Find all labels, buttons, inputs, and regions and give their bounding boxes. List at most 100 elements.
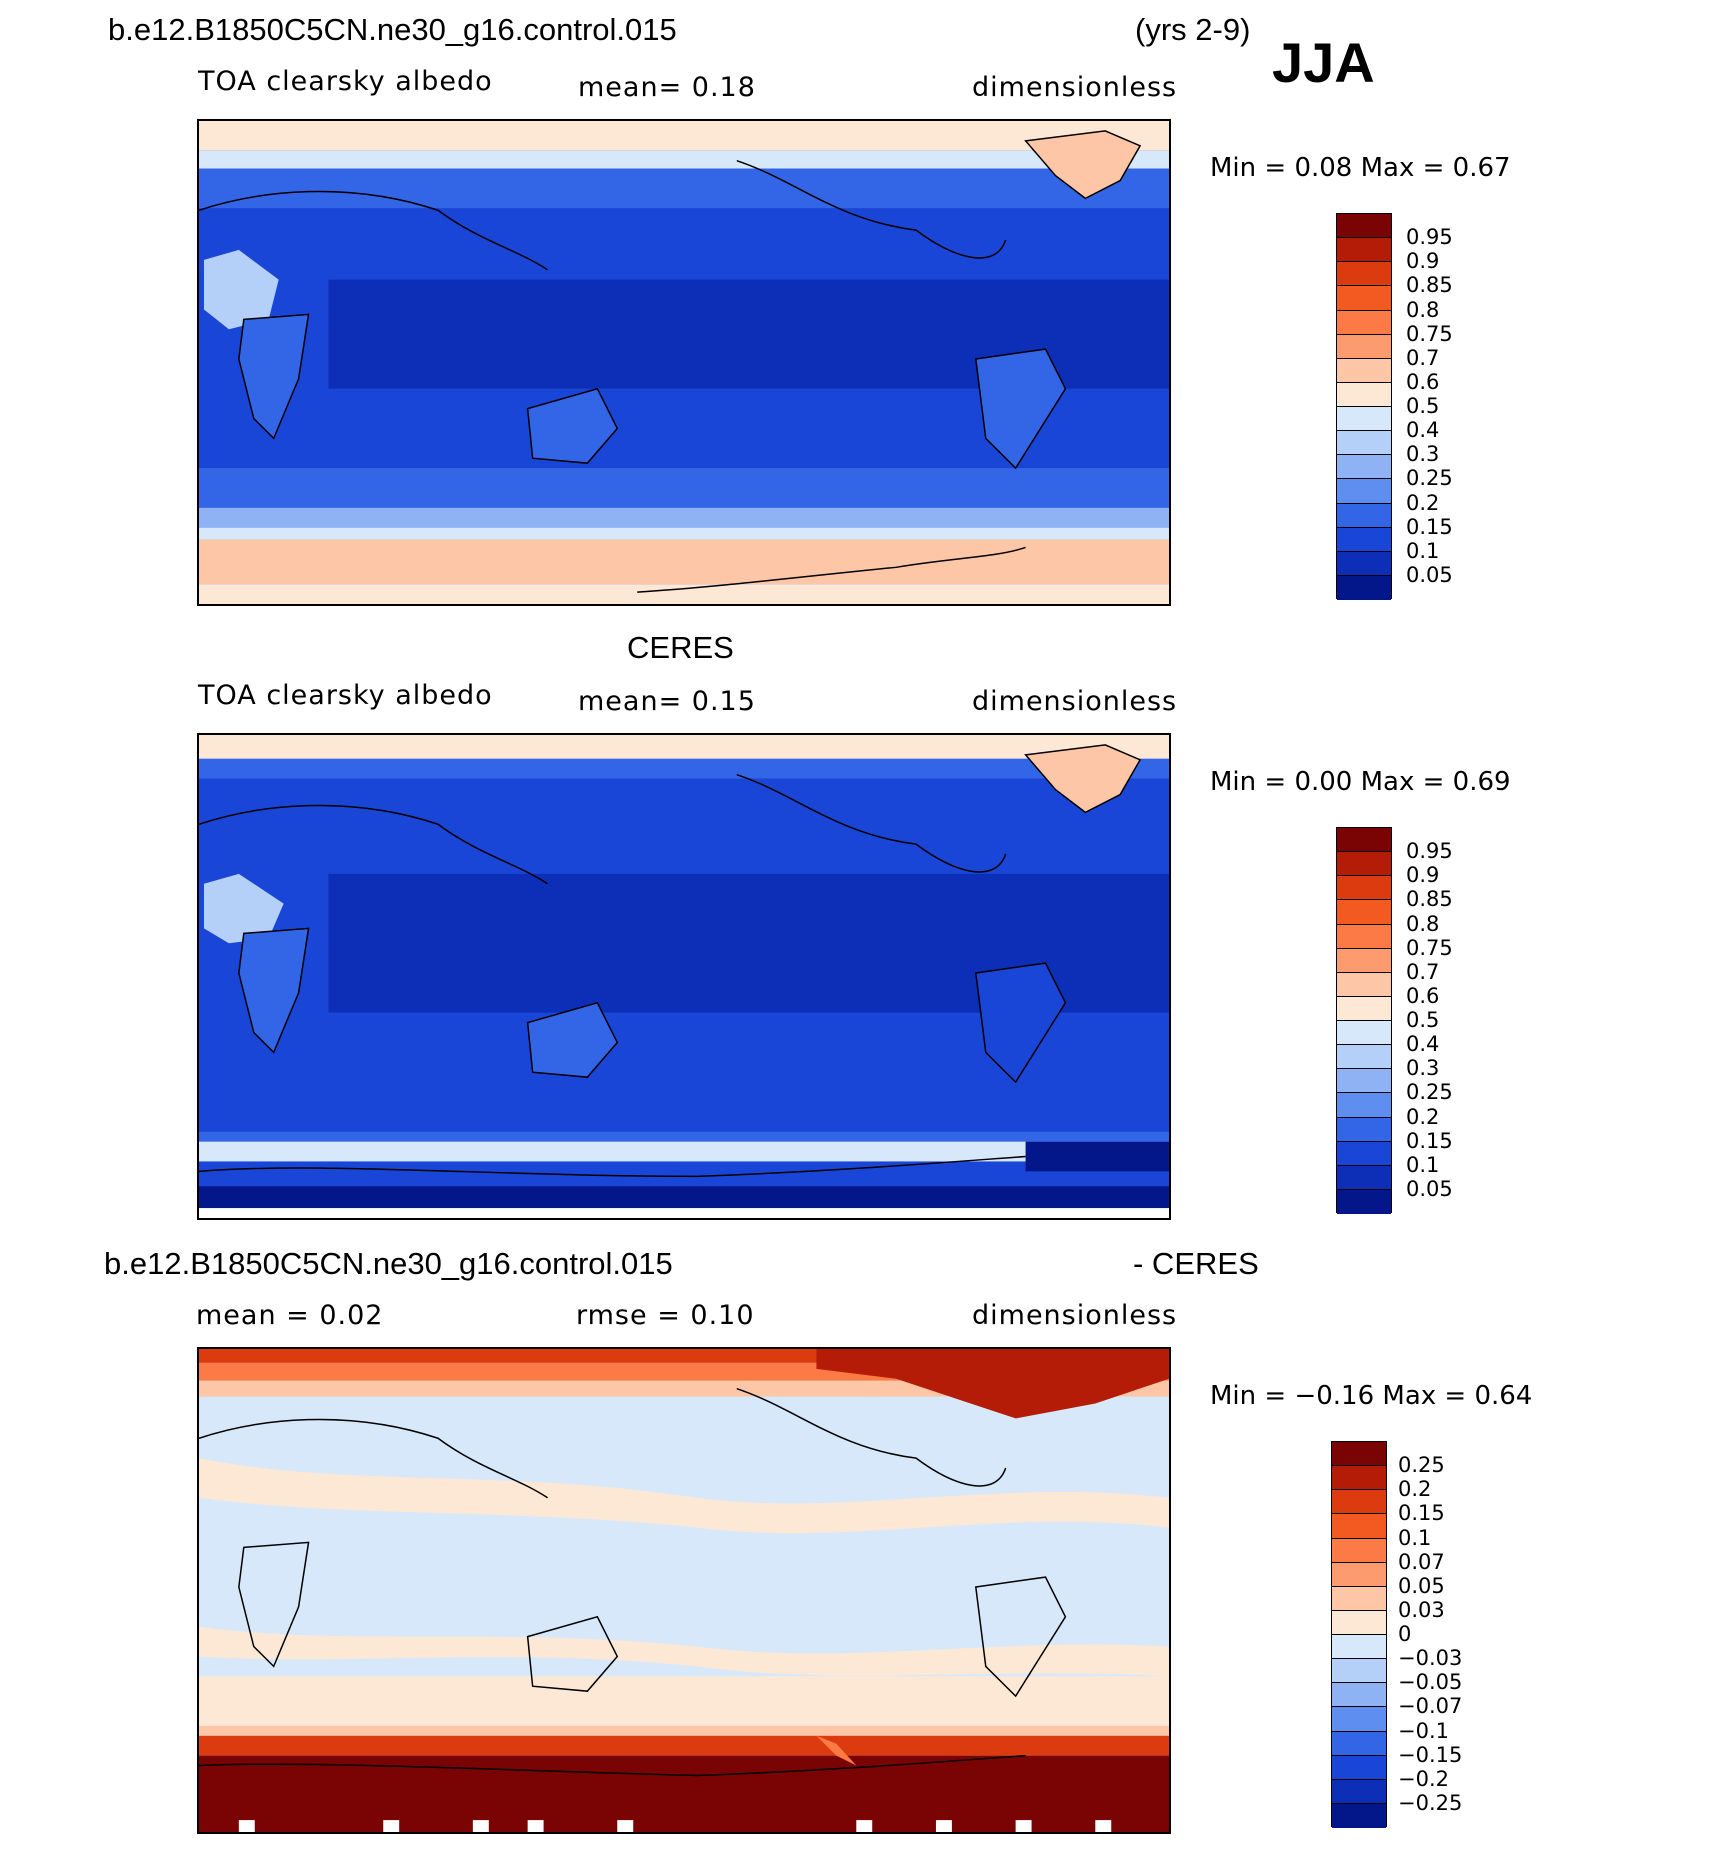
- colorbar-label: 0.85: [1406, 887, 1453, 912]
- colorbar-label: 0.7: [1406, 345, 1440, 370]
- colorbar-swatch: [1337, 852, 1391, 877]
- colorbar-label: 0.1: [1406, 538, 1440, 563]
- colorbar-label: 0.05: [1406, 1176, 1453, 1201]
- colorbar-swatch: [1332, 1490, 1386, 1515]
- colorbar-swatch: [1337, 828, 1391, 853]
- colorbar-swatch: [1337, 455, 1391, 480]
- colorbar-swatch: [1337, 479, 1391, 504]
- colorbar-label: 0.9: [1406, 863, 1440, 888]
- colorbar-swatch: [1332, 1803, 1386, 1828]
- panel3-units: dimensionless: [972, 1300, 1178, 1331]
- colorbar-swatch: [1337, 948, 1391, 973]
- colorbar-swatch: [1337, 1117, 1391, 1142]
- colorbar-label: 0.8: [1406, 297, 1440, 322]
- colorbar-label: −0.03: [1398, 1646, 1463, 1671]
- colorbar-swatch: [1337, 551, 1391, 576]
- panel2-field: [199, 735, 1169, 1218]
- colorbar-swatch: [1337, 214, 1391, 239]
- colorbar-swatch: [1332, 1562, 1386, 1587]
- colorbar-swatch: [1337, 1021, 1391, 1046]
- colorbar-swatch: [1337, 286, 1391, 311]
- panel2-units: dimensionless: [972, 686, 1178, 717]
- colorbar-swatch: [1337, 527, 1391, 552]
- colorbar-swatch: [1332, 1731, 1386, 1756]
- colorbar-label: 0.7: [1406, 959, 1440, 984]
- panel1-mean: mean= 0.18: [578, 72, 756, 103]
- colorbar-swatch: [1332, 1586, 1386, 1611]
- colorbar-label: 0.4: [1406, 418, 1440, 443]
- colorbar-label: 0.15: [1398, 1501, 1445, 1526]
- colorbar-swatch: [1332, 1442, 1386, 1467]
- panel2-mean: mean= 0.15: [578, 686, 756, 717]
- colorbar-swatch: [1332, 1659, 1386, 1684]
- panel3-map: [197, 1347, 1171, 1834]
- colorbar-label: 0.3: [1406, 1056, 1440, 1081]
- case-title: b.e12.B1850C5CN.ne30_g16.control.015: [108, 12, 677, 47]
- colorbar-label: 0: [1398, 1622, 1412, 1646]
- colorbar-swatch: [1337, 1189, 1391, 1214]
- colorbar-label: 0.75: [1406, 321, 1453, 346]
- colorbar-swatch: [1337, 238, 1391, 263]
- panel3-field: [199, 1349, 1169, 1832]
- colorbar-swatch: [1337, 358, 1391, 383]
- colorbar-label: 0.05: [1398, 1573, 1445, 1598]
- colorbar-label: 0.07: [1398, 1549, 1445, 1574]
- colorbar-swatch: [1332, 1635, 1386, 1660]
- colorbar-label: −0.05: [1398, 1670, 1463, 1695]
- colorbar-swatch: [1337, 1093, 1391, 1118]
- colorbar-label: −0.25: [1398, 1790, 1463, 1815]
- colorbar-swatch: [1337, 924, 1391, 949]
- panel2-map: [197, 733, 1171, 1220]
- colorbar-label: 0.3: [1406, 442, 1440, 467]
- colorbar-swatch: [1337, 1165, 1391, 1190]
- colorbar-label: −0.15: [1398, 1742, 1463, 1767]
- colorbar-label: 0.15: [1406, 1128, 1453, 1153]
- colorbar-label: 0.2: [1398, 1477, 1432, 1502]
- colorbar-label: 0.1: [1406, 1152, 1440, 1177]
- colorbar-swatch: [1332, 1683, 1386, 1708]
- colorbar-label: 0.95: [1406, 225, 1453, 250]
- colorbar-label: 0.25: [1406, 1080, 1453, 1105]
- panel3-title-right: - CERES: [1133, 1246, 1259, 1281]
- colorbar-swatch: [1337, 503, 1391, 528]
- panel1-minmax: Min = 0.08 Max = 0.67: [1210, 153, 1511, 183]
- panel3-rmse: rmse = 0.10: [576, 1300, 755, 1331]
- colorbar-label: 0.6: [1406, 369, 1440, 394]
- panel1-variable: TOA clearsky albedo: [198, 66, 493, 97]
- colorbar-swatch: [1337, 876, 1391, 901]
- colorbar-label: 0.2: [1406, 490, 1440, 515]
- colorbar-label: 0.8: [1406, 911, 1440, 936]
- colorbar-swatch: [1337, 431, 1391, 456]
- colorbar-swatch: [1337, 262, 1391, 287]
- colorbar-swatch: [1337, 310, 1391, 335]
- panel2-colorbar: [1336, 827, 1392, 1214]
- colorbar-swatch: [1337, 996, 1391, 1021]
- colorbar-label: 0.75: [1406, 935, 1453, 960]
- season-label: JJA: [1272, 31, 1375, 94]
- colorbar-label: −0.07: [1398, 1694, 1463, 1719]
- colorbar-label: 0.5: [1406, 1008, 1440, 1032]
- colorbar-swatch: [1337, 1141, 1391, 1166]
- panel2-minmax: Min = 0.00 Max = 0.69: [1210, 767, 1511, 797]
- colorbar-label: 0.25: [1398, 1453, 1445, 1478]
- panel1-field: [199, 121, 1169, 604]
- panel1-map: [197, 119, 1171, 606]
- colorbar-swatch: [1337, 972, 1391, 997]
- colorbar-swatch: [1337, 1045, 1391, 1070]
- colorbar-label: 0.03: [1398, 1597, 1445, 1622]
- colorbar-label: −0.1: [1398, 1718, 1449, 1743]
- colorbar-label: 0.1: [1398, 1525, 1432, 1550]
- panel2-title: CERES: [627, 630, 734, 665]
- colorbar-swatch: [1337, 334, 1391, 359]
- years-label: (yrs 2-9): [1135, 12, 1251, 47]
- colorbar-label: −0.2: [1398, 1766, 1449, 1791]
- colorbar-swatch: [1337, 575, 1391, 600]
- colorbar-swatch: [1337, 900, 1391, 925]
- colorbar-swatch: [1332, 1610, 1386, 1635]
- colorbar-label: 0.95: [1406, 839, 1453, 864]
- panel3-colorbar: [1331, 1441, 1387, 1828]
- colorbar-swatch: [1337, 407, 1391, 432]
- panel3-title: b.e12.B1850C5CN.ne30_g16.control.015: [104, 1246, 673, 1281]
- colorbar-label: 0.5: [1406, 394, 1440, 418]
- colorbar-label: 0.6: [1406, 983, 1440, 1008]
